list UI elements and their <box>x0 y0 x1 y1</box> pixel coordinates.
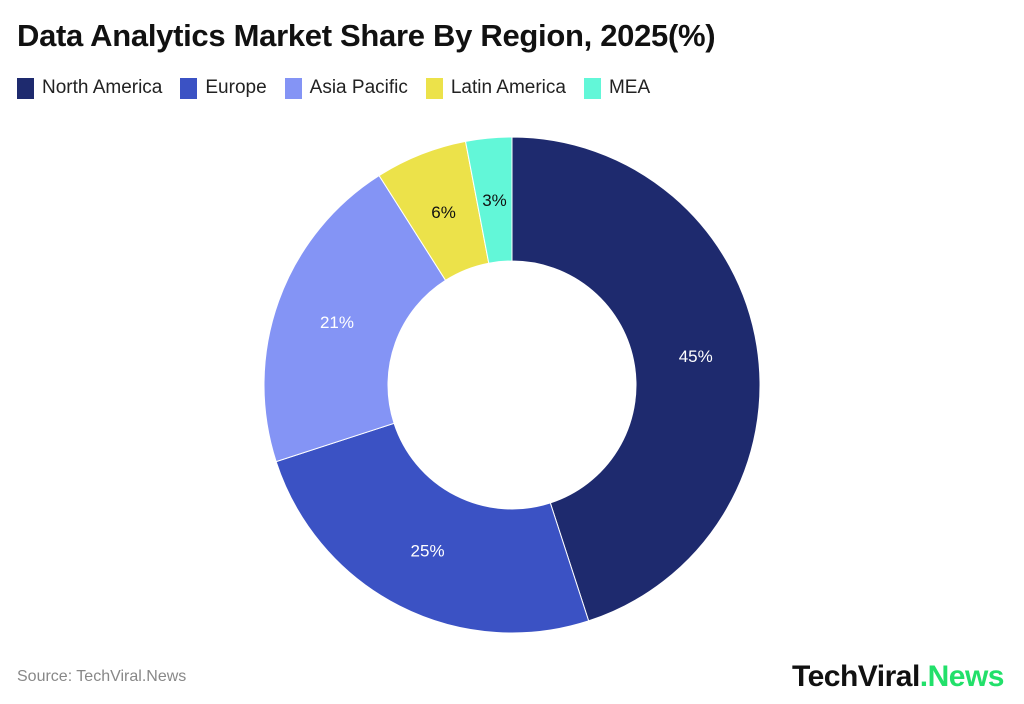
legend-label: MEA <box>608 77 651 98</box>
chart-title: Data Analytics Market Share By Region, 2… <box>17 18 716 53</box>
legend-item: North America <box>17 77 162 99</box>
legend-label: Latin America <box>450 77 566 98</box>
legend: North America Europe Asia Pacific Latin Ame… <box>17 77 668 99</box>
legend-label: Asia Pacific <box>309 77 408 98</box>
legend-item: Europe <box>180 77 267 99</box>
data-label: 25% <box>411 542 445 561</box>
slice-europe <box>275 422 590 634</box>
legend-swatch <box>425 77 443 99</box>
legend-label: Europe <box>205 77 267 98</box>
legend-swatch <box>17 77 34 99</box>
slice-asia-pacific <box>263 174 447 463</box>
data-label: 6% <box>431 203 456 222</box>
slice-mea <box>464 136 513 264</box>
legend-item: Asia Pacific <box>284 77 408 99</box>
legend-swatch <box>180 77 198 99</box>
logo: TechViral.News <box>791 660 1005 693</box>
data-label: 3% <box>482 191 507 210</box>
legend-item: Latin America <box>425 77 566 99</box>
legend-label: North America <box>42 77 163 98</box>
data-label: 21% <box>320 313 354 332</box>
legend-swatch <box>284 77 302 99</box>
slice-north-america <box>511 136 761 622</box>
data-label: 45% <box>679 347 713 366</box>
legend-item: MEA <box>583 77 651 99</box>
source-text: Source: TechViral.News <box>17 668 187 685</box>
legend-swatch <box>583 77 601 99</box>
